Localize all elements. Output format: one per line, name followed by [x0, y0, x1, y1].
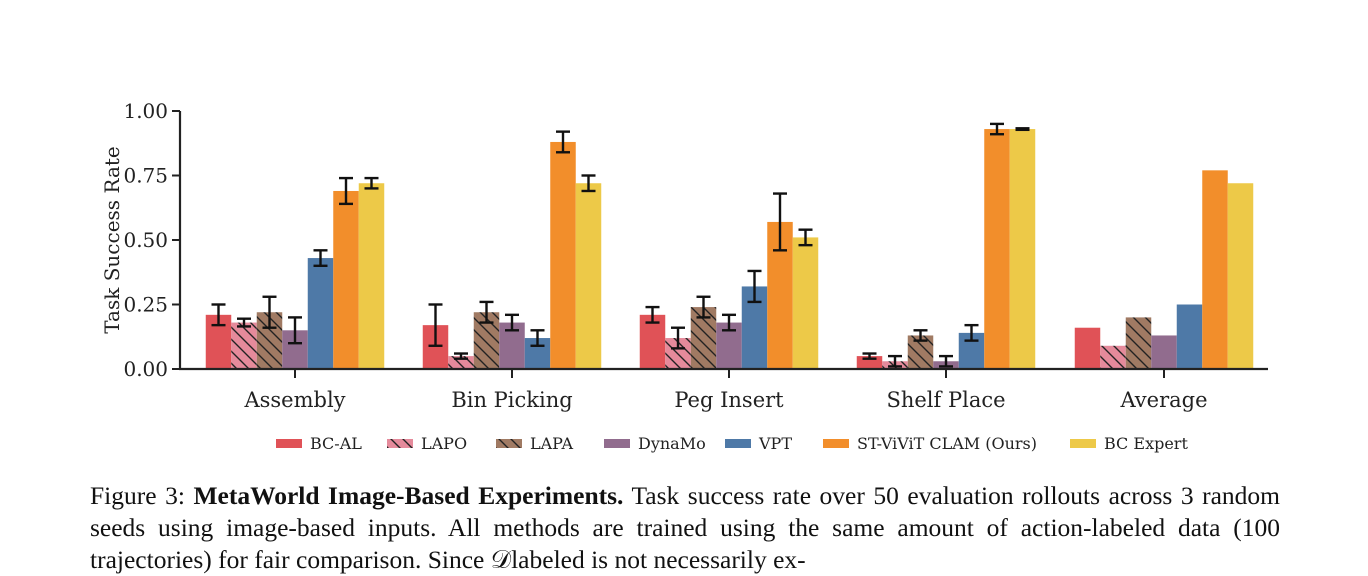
error-bar [990, 122, 1004, 136]
bar-dynamo-average [1151, 335, 1177, 369]
y-axis-label: Task Success Rate [100, 146, 124, 333]
legend-swatch [387, 439, 413, 448]
legend-swatch [496, 439, 522, 448]
legend-label: DynaMo [638, 434, 706, 453]
legend-swatch [725, 439, 751, 448]
error-bar [722, 313, 736, 332]
y-tick-label: 0.00 [123, 357, 168, 381]
x-tick-label: Average [1119, 388, 1207, 412]
legend-swatch [823, 439, 849, 448]
legend-item: LAPA [496, 434, 573, 453]
error-bar [339, 176, 353, 206]
bar-bc-expert-bin-picking [575, 183, 602, 369]
error-bar [645, 305, 660, 324]
y-tick-label: 0.25 [123, 293, 168, 317]
figure-caption: Figure 3: MetaWorld Image-Based Experime… [90, 480, 1280, 576]
error-bar [747, 269, 762, 304]
chart-area: 0.00 0.25 0.50 0.75 1.00 Assembly Bin Picking P… [100, 99, 1268, 453]
x-tick-label: Assembly [243, 388, 345, 412]
error-bar [237, 317, 251, 328]
bar-chart: 0.00 0.25 0.50 0.75 1.00 Assembly Bin Picking P… [100, 99, 1268, 453]
error-bar [454, 352, 468, 360]
legend-item: BC-AL [276, 434, 362, 453]
error-bar [428, 303, 443, 347]
legend-item: DynaMo [604, 434, 706, 453]
x-tick-label: Peg Insert [674, 388, 784, 412]
error-bar [313, 249, 328, 267]
legend-swatch [604, 439, 630, 448]
error-bar [262, 295, 277, 329]
bar-st-vivit-clam-ours--assembly [333, 190, 359, 369]
legend-label: ST-ViViT CLAM (Ours) [857, 434, 1037, 453]
error-bar [530, 329, 545, 347]
legend-item: VPT [725, 434, 792, 453]
bar-bc-expert-average [1227, 183, 1254, 369]
bar-bc-expert-shelf-place [1009, 129, 1036, 369]
caption-body: Task success rate over 50 evaluation rol… [90, 481, 1280, 574]
error-bar [862, 352, 877, 360]
bar-st-vivit-clam-ours--bin-picking [550, 141, 576, 369]
bar-vpt-assembly [307, 258, 334, 369]
error-bar [288, 316, 302, 345]
legend-swatch [276, 439, 302, 448]
error-bar [581, 174, 596, 193]
y-tick-label: 0.75 [123, 164, 168, 188]
bar-bc-al-peg-insert [639, 314, 666, 369]
error-bar [1015, 127, 1030, 132]
bar-lapa-average [1125, 317, 1152, 369]
error-bar [939, 354, 953, 368]
y-tick-label: 1.00 [123, 99, 168, 123]
error-bar [773, 192, 787, 252]
error-bar [798, 228, 813, 247]
legend-item: ST-ViViT CLAM (Ours) [823, 434, 1037, 453]
x-tick-label: Bin Picking [451, 388, 572, 412]
error-bar [696, 295, 711, 319]
legend-label: LAPO [421, 434, 467, 453]
error-bar [913, 329, 928, 342]
error-bar [211, 303, 226, 327]
bar-lapo-assembly [231, 322, 257, 369]
error-bar [364, 176, 379, 190]
y-tick-label: 0.50 [123, 228, 168, 252]
error-bar [888, 354, 902, 368]
caption-figure-label: Figure 3: [90, 481, 185, 510]
bar-st-vivit-clam-ours--average [1202, 170, 1228, 369]
legend-label: BC Expert [1104, 434, 1188, 453]
bar-vpt-average [1176, 304, 1203, 369]
legend-item: BC Expert [1070, 434, 1188, 453]
bar-bc-al-average [1074, 327, 1101, 369]
bar-st-vivit-clam-ours--shelf-place [984, 129, 1010, 369]
error-bar [556, 130, 570, 154]
x-tick-label: Shelf Place [886, 388, 1005, 412]
legend-item: LAPO [387, 434, 467, 453]
bar-bc-expert-peg-insert [792, 237, 819, 369]
bar-lapo-average [1100, 345, 1126, 369]
caption-title: MetaWorld Image-Based Experiments. [193, 481, 624, 510]
error-bar [505, 313, 519, 332]
error-bar [479, 300, 494, 324]
legend-label: LAPA [530, 434, 573, 453]
error-bar [964, 323, 979, 342]
legend-label: VPT [758, 434, 792, 453]
legend-swatch [1070, 439, 1096, 448]
bar-bc-expert-assembly [358, 183, 385, 369]
error-bar [671, 326, 685, 350]
legend-label: BC-AL [310, 434, 362, 453]
